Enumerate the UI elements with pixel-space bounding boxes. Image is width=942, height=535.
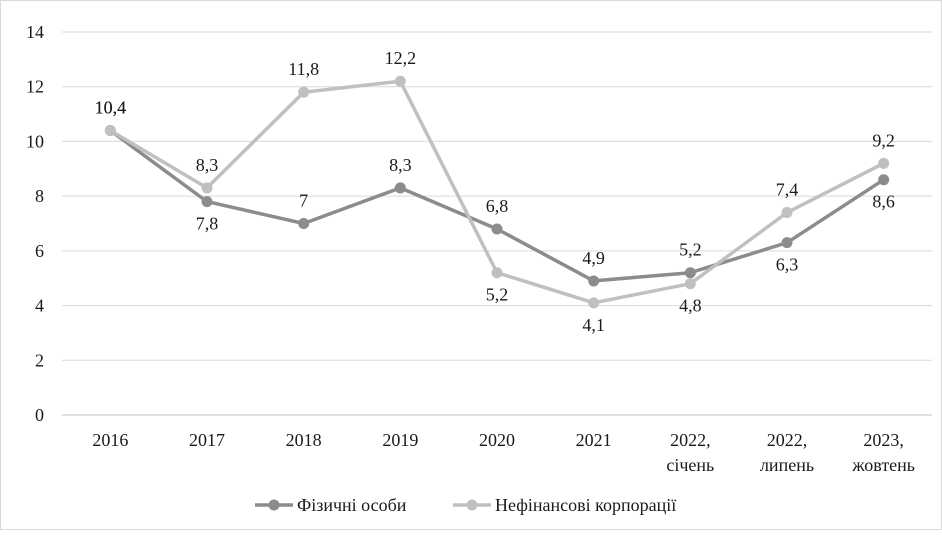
y-tick-label: 10: [26, 131, 44, 151]
data-point: [201, 182, 213, 194]
data-label: 4,1: [582, 315, 605, 335]
data-point: [104, 124, 116, 136]
series-group: [104, 75, 890, 309]
y-tick-label: 12: [26, 77, 44, 97]
x-tick-label-line: 2023,: [863, 430, 904, 450]
data-label: 7,4: [776, 180, 799, 200]
data-label: 10,4: [95, 97, 127, 117]
data-label: 12,2: [385, 48, 417, 68]
data-point: [201, 196, 213, 208]
x-tick-label: 2022, січень: [666, 430, 714, 475]
data-label: 4,9: [582, 248, 605, 268]
data-point: [781, 207, 793, 219]
data-label: 5,2: [486, 285, 509, 305]
data-point: [878, 174, 890, 186]
data-point: [298, 218, 310, 229]
data-label: 10,4: [95, 97, 127, 117]
data-point: [684, 278, 696, 290]
x-tick-label: 2021: [576, 430, 612, 450]
x-tick-label-line: 2021: [576, 430, 612, 450]
x-tick-label-line: 2019: [382, 430, 418, 450]
legend-label: Нефінансові корпорації: [495, 495, 676, 515]
x-tick-label: 2022, липень: [760, 430, 814, 475]
x-tick-label-line: 2022,: [670, 430, 711, 450]
y-axis: 0 2 4 6 8 10 12 14: [26, 22, 44, 425]
legend: Фізичні особи Нефінансові корпорації: [255, 495, 676, 515]
y-tick-label: 6: [35, 241, 44, 261]
data-point: [588, 297, 600, 309]
data-point: [684, 267, 696, 279]
x-tick-label-line: липень: [760, 455, 814, 475]
y-tick-label: 8: [35, 186, 44, 206]
y-tick-label: 4: [35, 296, 44, 316]
data-point: [781, 237, 793, 249]
x-tick-label: 2023, жовтень: [851, 430, 915, 475]
x-tick-label: 2018: [286, 430, 322, 450]
data-point: [588, 275, 600, 287]
data-label: 6,8: [486, 196, 509, 216]
x-tick-label-line: 2022,: [767, 430, 808, 450]
data-label: 4,8: [679, 296, 702, 316]
data-point: [878, 157, 890, 169]
data-label: 6,3: [776, 255, 799, 275]
data-point: [298, 86, 310, 98]
data-label: 8,6: [872, 192, 895, 212]
legend-swatch-marker: [268, 499, 280, 511]
x-tick-label-line: січень: [666, 455, 714, 475]
x-tick-label: 2020: [479, 430, 515, 450]
y-tick-label: 2: [35, 350, 44, 370]
x-tick-label-line: 2020: [479, 430, 515, 450]
data-label: 8,3: [389, 155, 412, 175]
data-label: 11,8: [288, 59, 319, 79]
data-label: 9,2: [872, 130, 895, 150]
y-tick-label: 14: [26, 22, 44, 42]
data-label: 7: [299, 191, 308, 211]
data-label: 7,8: [196, 214, 219, 234]
data-label: 8,3: [196, 155, 219, 175]
data-point: [491, 267, 503, 279]
data-label: 5,2: [679, 240, 702, 260]
x-axis: 2016 2017 2018 2019 2020 2021 2022, січень2022,…: [92, 430, 915, 475]
y-tick-label: 0: [35, 405, 44, 425]
x-tick-label-line: 2016: [92, 430, 128, 450]
data-point: [394, 75, 406, 87]
x-tick-label: 2016: [92, 430, 128, 450]
x-tick-label: 2019: [382, 430, 418, 450]
legend-swatch-marker: [466, 499, 478, 511]
x-tick-label: 2017: [189, 430, 225, 450]
data-point: [491, 223, 503, 235]
data-labels: 10,47,878,36,84,9 5,26,38,610,48,311,812,…: [95, 48, 895, 335]
data-point: [394, 182, 406, 194]
legend-label: Фізичні особи: [297, 495, 407, 515]
x-tick-label-line: 2018: [286, 430, 322, 450]
x-tick-label-line: 2017: [189, 430, 225, 450]
x-tick-label-line: жовтень: [851, 455, 915, 475]
